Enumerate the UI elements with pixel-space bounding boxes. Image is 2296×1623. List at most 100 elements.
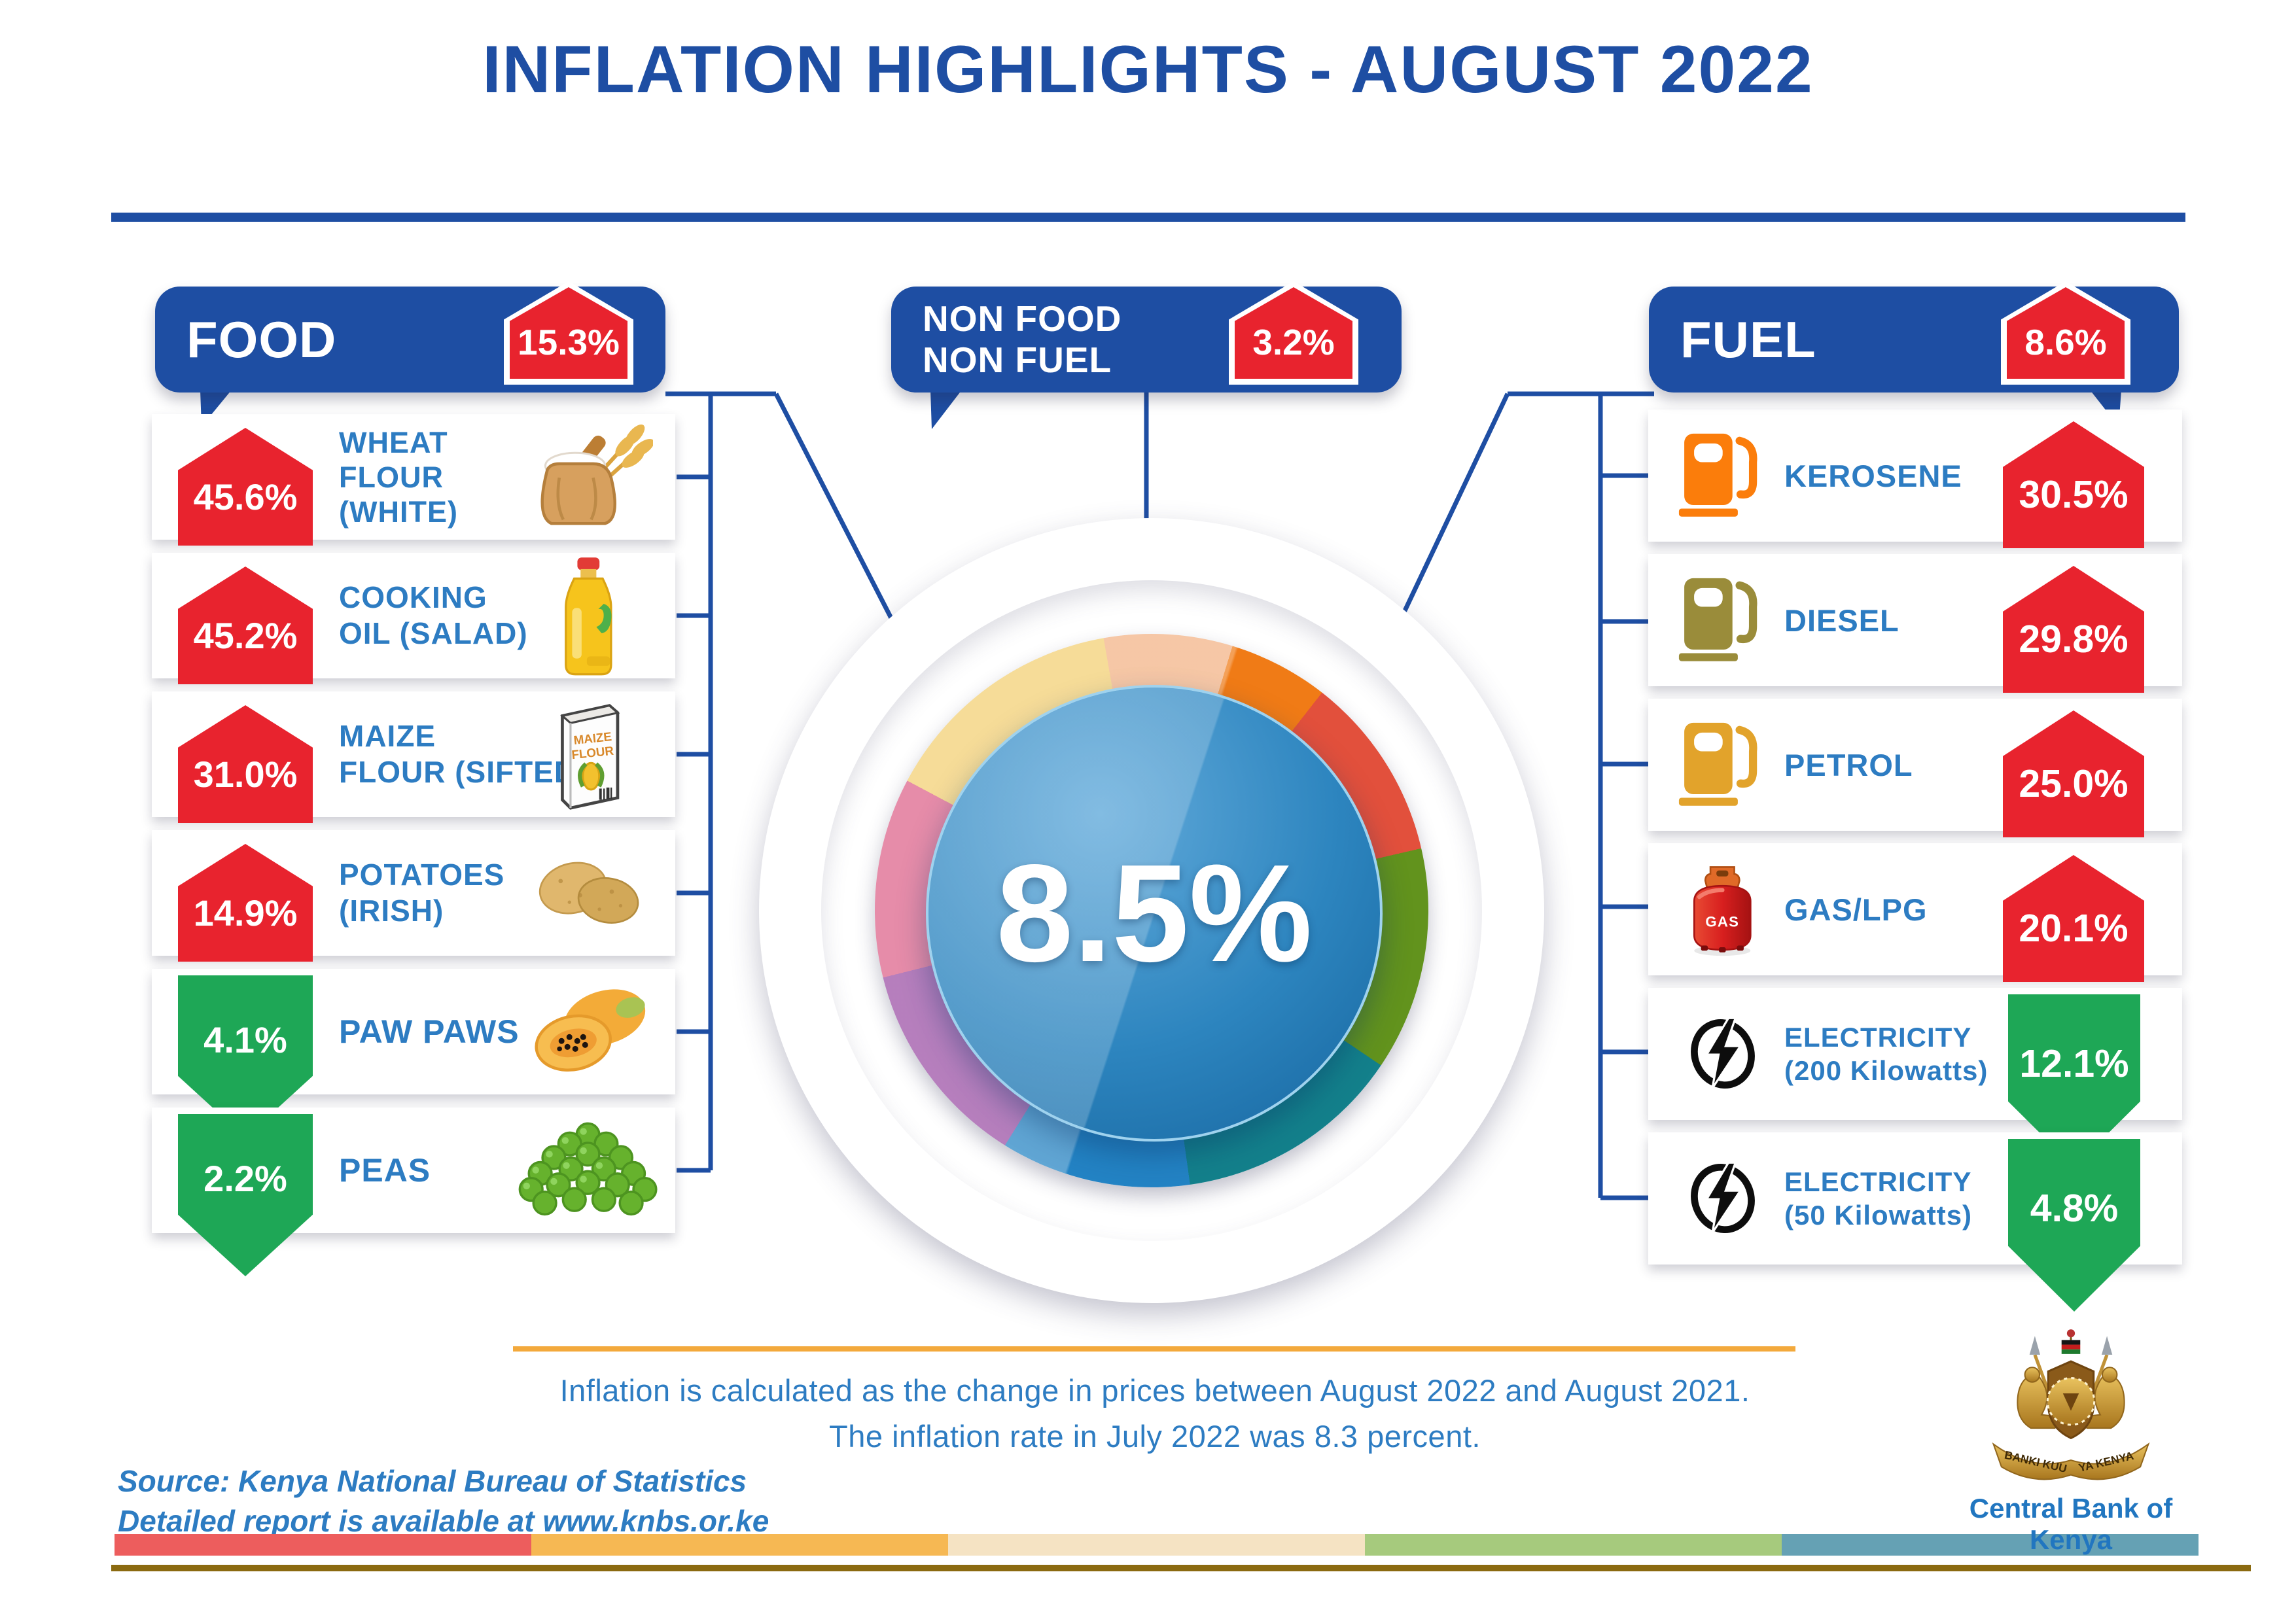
increase-house-badge: 25.0% bbox=[2003, 710, 2144, 837]
change-value: 2.2% bbox=[203, 1157, 287, 1199]
overall-inflation-circle: 8.5% bbox=[926, 685, 1383, 1142]
item-label: DIESEL bbox=[1784, 554, 2004, 686]
increase-house-icon: 3.2% bbox=[1235, 287, 1352, 379]
food-item-card: 45.6% WHEAT FLOUR (WHITE) bbox=[152, 414, 675, 546]
footer-color-stripe bbox=[115, 1534, 2199, 1556]
food-item-card: 2.2% PEAS bbox=[152, 1108, 675, 1276]
shield-icon bbox=[2046, 1360, 2096, 1440]
fuel-header-label: FUEL bbox=[1680, 310, 1816, 368]
item-label: GAS/LPG bbox=[1784, 843, 2004, 975]
fuel-item-card: ELECTRICITY (50 Kilowatts) 4.8% bbox=[1648, 1132, 2182, 1312]
item-label-line: POTATOES bbox=[339, 858, 505, 892]
gas-cylinder-icon: GAS bbox=[1670, 843, 1775, 975]
item-label: ELECTRICITY (50 Kilowatts) bbox=[1784, 1132, 2004, 1265]
svg-text:GAS: GAS bbox=[1705, 914, 1739, 930]
pump-gold-icon bbox=[1670, 699, 1775, 831]
footnote-line1: Inflation is calculated as the change in… bbox=[559, 1373, 1750, 1408]
fuel-header-change-badge: 8.6% bbox=[2001, 281, 2130, 385]
electricity-icon bbox=[1670, 988, 1775, 1120]
oil-bottle-icon bbox=[506, 553, 670, 678]
change-value: 45.2% bbox=[193, 614, 298, 656]
increase-house-badge: 29.8% bbox=[2003, 566, 2144, 693]
fuel-item-card: DIESEL 29.8% bbox=[1648, 554, 2182, 693]
overall-inflation-value: 8.5% bbox=[996, 835, 1313, 990]
increase-house-badge: 14.9% bbox=[178, 844, 313, 962]
item-label: POTATOES (IRISH) bbox=[339, 830, 607, 956]
potatoes-icon bbox=[506, 830, 670, 956]
change-value: 45.6% bbox=[193, 476, 298, 517]
item-label-line: ELECTRICITY bbox=[1784, 1022, 1972, 1053]
ribbon-banner: BANKI KUU YA KENYA bbox=[1992, 1442, 2150, 1480]
source-link-line[interactable]: Detailed report is available at www.knbs… bbox=[118, 1504, 769, 1538]
item-label-line: PETROL bbox=[1784, 747, 1913, 782]
footnote-line2: The inflation rate in July 2022 was 8.3 … bbox=[829, 1419, 1481, 1454]
source-line1: Source: Kenya National Bureau of Statist… bbox=[118, 1464, 747, 1498]
stripe-segment bbox=[948, 1534, 1365, 1556]
change-value: 4.8% bbox=[2030, 1187, 2119, 1230]
food-item-card: 14.9% POTATOES (IRISH) bbox=[152, 830, 675, 962]
item-label: ELECTRICITY (200 Kilowatts) bbox=[1784, 988, 2004, 1120]
item-label-line: DIESEL bbox=[1784, 602, 1899, 638]
item-label: MAIZE FLOUR (SIFTED) bbox=[339, 691, 607, 817]
item-label-line: COOKING bbox=[339, 580, 487, 614]
item-label-line: KEROSENE bbox=[1784, 458, 1962, 493]
flour-sack-icon bbox=[506, 414, 670, 540]
item-label-line: FLOUR bbox=[339, 460, 444, 494]
electricity-icon bbox=[1670, 1132, 1775, 1265]
item-label: COOKING OIL (SALAD) bbox=[339, 553, 607, 678]
item-label-line: (IRISH) bbox=[339, 894, 444, 928]
peas-icon bbox=[506, 1108, 670, 1233]
change-value: 29.8% bbox=[2019, 618, 2128, 661]
item-label-line: ELECTRICITY bbox=[1784, 1166, 1972, 1197]
item-label-line: FLOUR (SIFTED) bbox=[339, 755, 588, 789]
item-label-line: (200 Kilowatts) bbox=[1784, 1055, 1988, 1086]
change-value: 31.0% bbox=[193, 753, 298, 795]
food-item-card: 31.0% MAIZE FLOUR (SIFTED) MAIZE FLOUR bbox=[152, 691, 675, 823]
central-bank-caption: Central Bank of Kenya bbox=[1969, 1493, 2173, 1555]
fuel-item-card: PETROL 25.0% bbox=[1648, 699, 2182, 837]
pump-olive-icon bbox=[1670, 554, 1775, 686]
item-label-line: PAW PAWS bbox=[339, 1013, 520, 1050]
change-value: 30.5% bbox=[2019, 473, 2128, 516]
nonfood-header-change-badge: 3.2% bbox=[1229, 281, 1358, 385]
stripe-segment bbox=[531, 1534, 948, 1556]
item-label-line: (WHITE) bbox=[339, 495, 458, 529]
item-label-line: PEAS bbox=[339, 1151, 431, 1189]
increase-house-badge: 30.5% bbox=[2003, 421, 2144, 548]
increase-house-badge: 45.2% bbox=[178, 567, 313, 684]
stripe-segment bbox=[1782, 1534, 2199, 1556]
item-label: PEAS bbox=[339, 1108, 607, 1233]
change-value: 25.0% bbox=[2019, 762, 2128, 805]
increase-house-icon: 15.3% bbox=[510, 287, 627, 379]
increase-house-icon: 8.6% bbox=[2007, 287, 2125, 379]
item-label-line: GAS/LPG bbox=[1784, 892, 1928, 927]
increase-house-badge: 31.0% bbox=[178, 705, 313, 823]
nonfood-header-label-line2: NON FUEL bbox=[923, 340, 1112, 380]
nonfood-nonfuel-header-bubble: NON FOOD NON FUEL 3.2% bbox=[891, 281, 1402, 393]
central-bank-of-kenya-logo: BANKI KUU YA KENYA bbox=[1992, 1329, 2150, 1480]
nonfood-header-label: NON FOOD NON FUEL bbox=[923, 287, 1122, 393]
nonfood-header-label-line1: NON FOOD bbox=[923, 298, 1122, 339]
page-title: INFLATION HIGHLIGHTS - AUGUST 2022 bbox=[482, 32, 1814, 107]
item-label-line: OIL (SALAD) bbox=[339, 616, 528, 650]
food-item-card: 4.1% PAW PAWS bbox=[152, 969, 675, 1138]
food-item-card: 45.2% COOKING OIL (SALAD) bbox=[152, 553, 675, 684]
nonfood-bubble-tail bbox=[930, 390, 962, 429]
food-header-change-badge: 15.3% bbox=[504, 281, 633, 385]
footnote-divider bbox=[513, 1346, 1795, 1352]
change-value: 4.1% bbox=[203, 1019, 287, 1060]
item-label-line: MAIZE bbox=[339, 719, 436, 753]
change-value: 20.1% bbox=[2019, 907, 2128, 950]
fuel-item-card: ELECTRICITY (200 Kilowatts) 12.1% bbox=[1648, 988, 2182, 1167]
stripe-segment bbox=[1365, 1534, 1782, 1556]
stripe-segment bbox=[115, 1534, 531, 1556]
papaya-icon bbox=[506, 969, 670, 1094]
fuel-item-card: KEROSENE 30.5% bbox=[1648, 410, 2182, 548]
item-label: PAW PAWS bbox=[339, 969, 607, 1094]
item-label: KEROSENE bbox=[1784, 410, 2004, 542]
maize-pack-icon: MAIZE FLOUR bbox=[506, 691, 670, 817]
increase-house-badge: 20.1% bbox=[2003, 855, 2144, 982]
title-underline-rule bbox=[111, 213, 2185, 222]
fuel-item-card: GAS GAS/LPG 20.1% bbox=[1648, 843, 2182, 982]
